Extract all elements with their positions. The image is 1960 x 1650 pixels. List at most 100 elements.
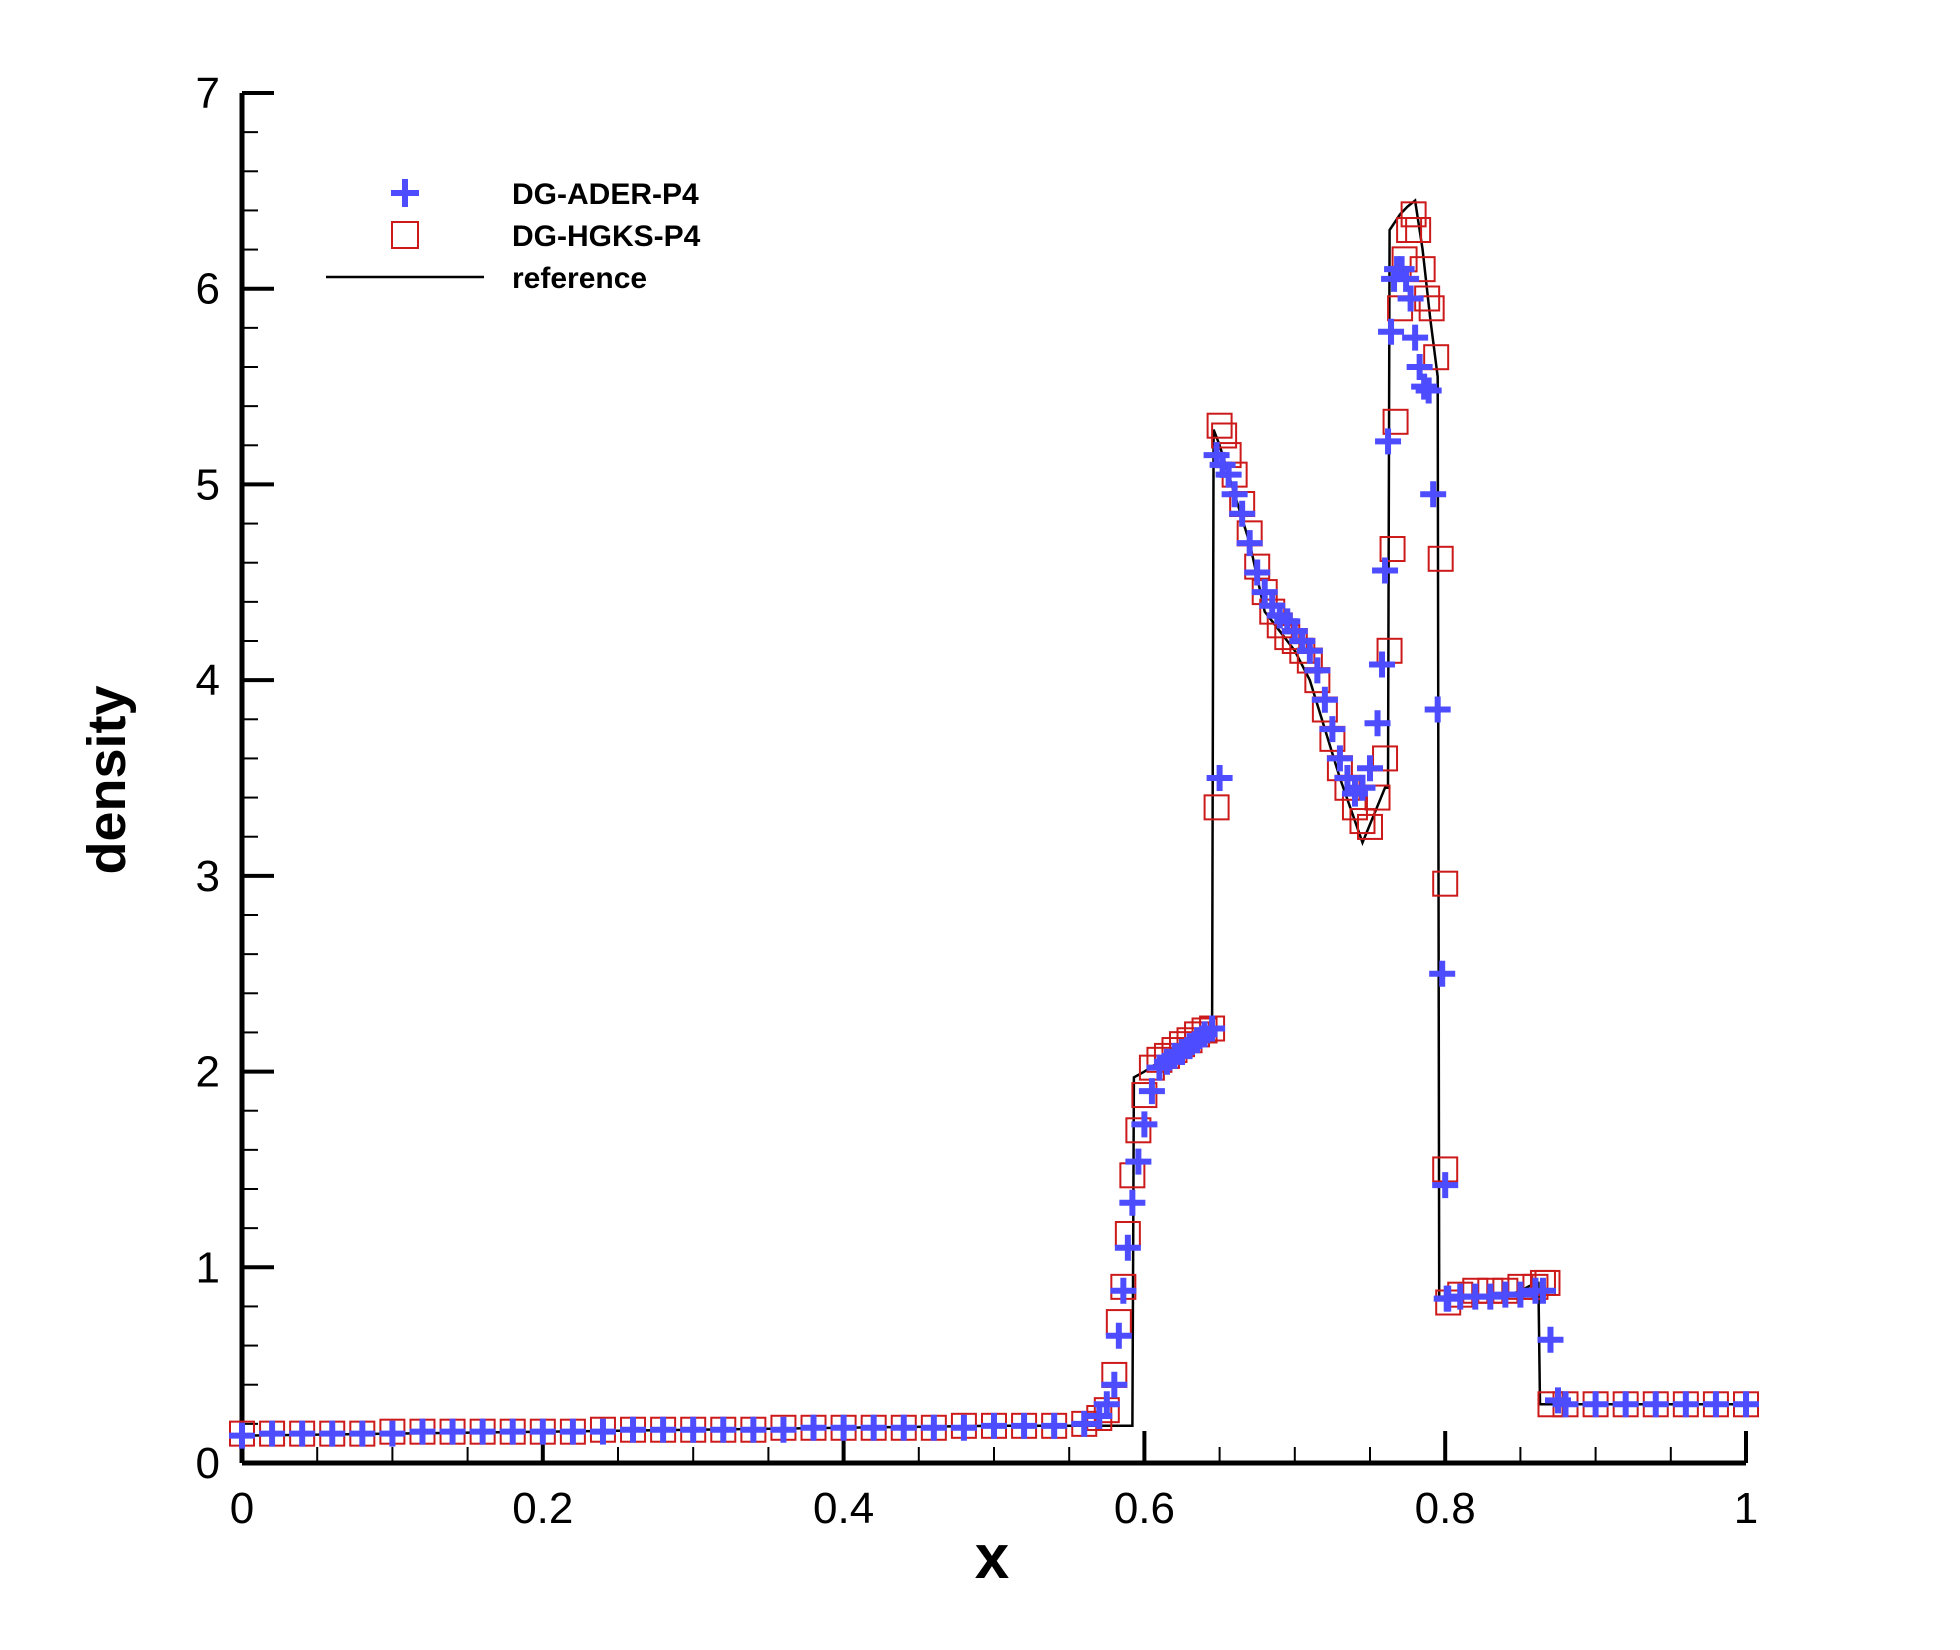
- hgks-marker: [1349, 808, 1376, 835]
- ader-marker: [1672, 1391, 1699, 1418]
- ader-marker: [529, 1418, 556, 1445]
- ader-marker: [1221, 481, 1248, 508]
- ader-marker: [1101, 1371, 1128, 1398]
- hgks-marker: [1382, 408, 1409, 435]
- hgks-marker: [1418, 295, 1445, 322]
- ader-marker: [1397, 285, 1424, 312]
- hgks-marker: [1372, 745, 1399, 772]
- ader-marker: [1304, 657, 1331, 684]
- y-tick-label: 6: [196, 265, 220, 314]
- ader-marker: [950, 1414, 977, 1441]
- ader-marker: [860, 1414, 887, 1441]
- ader-marker: [1119, 1189, 1146, 1216]
- ader-marker: [289, 1420, 316, 1447]
- hgks-marker: [1203, 794, 1230, 821]
- ader-marker: [981, 1412, 1007, 1439]
- ader-marker: [1375, 428, 1402, 455]
- y-tick-label: 3: [196, 852, 220, 901]
- hgks-marker: [1125, 1117, 1152, 1144]
- y-tick-label: 4: [196, 656, 220, 705]
- legend-label: DG-ADER-P4: [512, 178, 699, 211]
- ader-marker: [1406, 354, 1433, 380]
- ader-marker: [1364, 710, 1391, 737]
- y-tick-label: 1: [196, 1243, 220, 1292]
- legend-label: reference: [512, 262, 647, 295]
- ader-marker: [1011, 1412, 1038, 1439]
- ader-marker: [800, 1414, 827, 1441]
- tick-labels: 0 1 2 3 4 5 6 7 0 0.2 0.4 0.6 0.8 1: [196, 69, 1759, 1533]
- ader-marker: [379, 1420, 406, 1447]
- ader-marker: [439, 1418, 466, 1445]
- ader-marker: [1105, 1322, 1132, 1349]
- ader-marker: [1296, 637, 1323, 664]
- x-tick-label: 0.6: [1114, 1484, 1175, 1533]
- x-axis-title: x: [975, 1523, 1010, 1592]
- ader-marker: [349, 1420, 376, 1447]
- ader-marker: [680, 1416, 707, 1443]
- ader-marker: [1138, 1078, 1165, 1105]
- legend-square-marker: [391, 221, 419, 249]
- ader-marker: [1612, 1391, 1639, 1418]
- ader-marker: [1334, 765, 1361, 791]
- ader-marker: [1071, 1410, 1098, 1437]
- x-tick-label: 0.2: [512, 1484, 573, 1533]
- ader-marker: [1041, 1412, 1068, 1439]
- ader-marker: [1552, 1391, 1579, 1418]
- hgks-marker: [1364, 784, 1391, 811]
- ader-marker: [1349, 774, 1376, 801]
- ader-marker: [1642, 1391, 1669, 1418]
- ader-marker: [1093, 1391, 1120, 1418]
- hgks-marker: [1432, 870, 1459, 897]
- ader-marker: [1402, 324, 1429, 351]
- reference-line: [241, 198, 1746, 1437]
- ader-marker: [1582, 1391, 1609, 1418]
- ader-marker: [1432, 1172, 1459, 1199]
- ader-marker: [1236, 530, 1263, 557]
- ader-marker: [1311, 686, 1338, 713]
- ader-marker: [620, 1416, 647, 1443]
- ader-marker: [1733, 1391, 1759, 1418]
- hgks-marker: [1131, 1082, 1158, 1109]
- ader-marker: [740, 1416, 767, 1443]
- ader-marker: [1537, 1326, 1564, 1353]
- ader-marker: [409, 1418, 436, 1445]
- ader-marker: [1378, 318, 1405, 345]
- hgks-marker: [1400, 201, 1427, 228]
- ader-marker: [1251, 579, 1278, 606]
- legend-label: DG-HGKS-P4: [512, 220, 701, 253]
- x-tick-label: 0: [230, 1484, 254, 1533]
- ader-marker: [650, 1416, 677, 1443]
- ader-marker: [1244, 559, 1271, 586]
- ader-marker: [1529, 1277, 1556, 1304]
- ader-marker: [710, 1416, 737, 1443]
- hgks-marker: [1206, 412, 1233, 439]
- ader-marker: [499, 1418, 526, 1445]
- legend: DG-ADER-P4 DG-HGKS-P4 reference: [326, 178, 701, 295]
- ader-marker: [1393, 265, 1420, 292]
- ader-marker: [589, 1418, 616, 1445]
- ader-marker: [1125, 1148, 1152, 1175]
- ader-marker: [1131, 1111, 1158, 1138]
- y-tick-label: 0: [196, 1439, 220, 1488]
- ader-marker: [1215, 461, 1242, 488]
- ader-marker: [1420, 481, 1447, 508]
- ader-marker: [1507, 1281, 1534, 1308]
- hgks-marker: [1405, 217, 1432, 243]
- ader-marker: [559, 1418, 586, 1445]
- ader-marker: [1424, 696, 1451, 723]
- ader-marker: [1357, 755, 1383, 782]
- x-tick-label: 0.8: [1415, 1484, 1476, 1533]
- dg-hgks-p4-series: [229, 201, 1759, 1447]
- ader-marker: [1114, 1234, 1141, 1261]
- ader-marker: [1206, 765, 1233, 791]
- y-tick-label: 2: [196, 1048, 220, 1097]
- ader-marker: [920, 1414, 947, 1441]
- ader-marker: [1326, 745, 1353, 772]
- ader-marker: [1110, 1277, 1137, 1304]
- ader-marker: [259, 1420, 286, 1447]
- y-tick-label: 7: [196, 69, 220, 118]
- legend-plus-marker: [391, 179, 419, 207]
- hgks-marker: [1357, 813, 1383, 840]
- ader-marker: [1199, 1015, 1226, 1042]
